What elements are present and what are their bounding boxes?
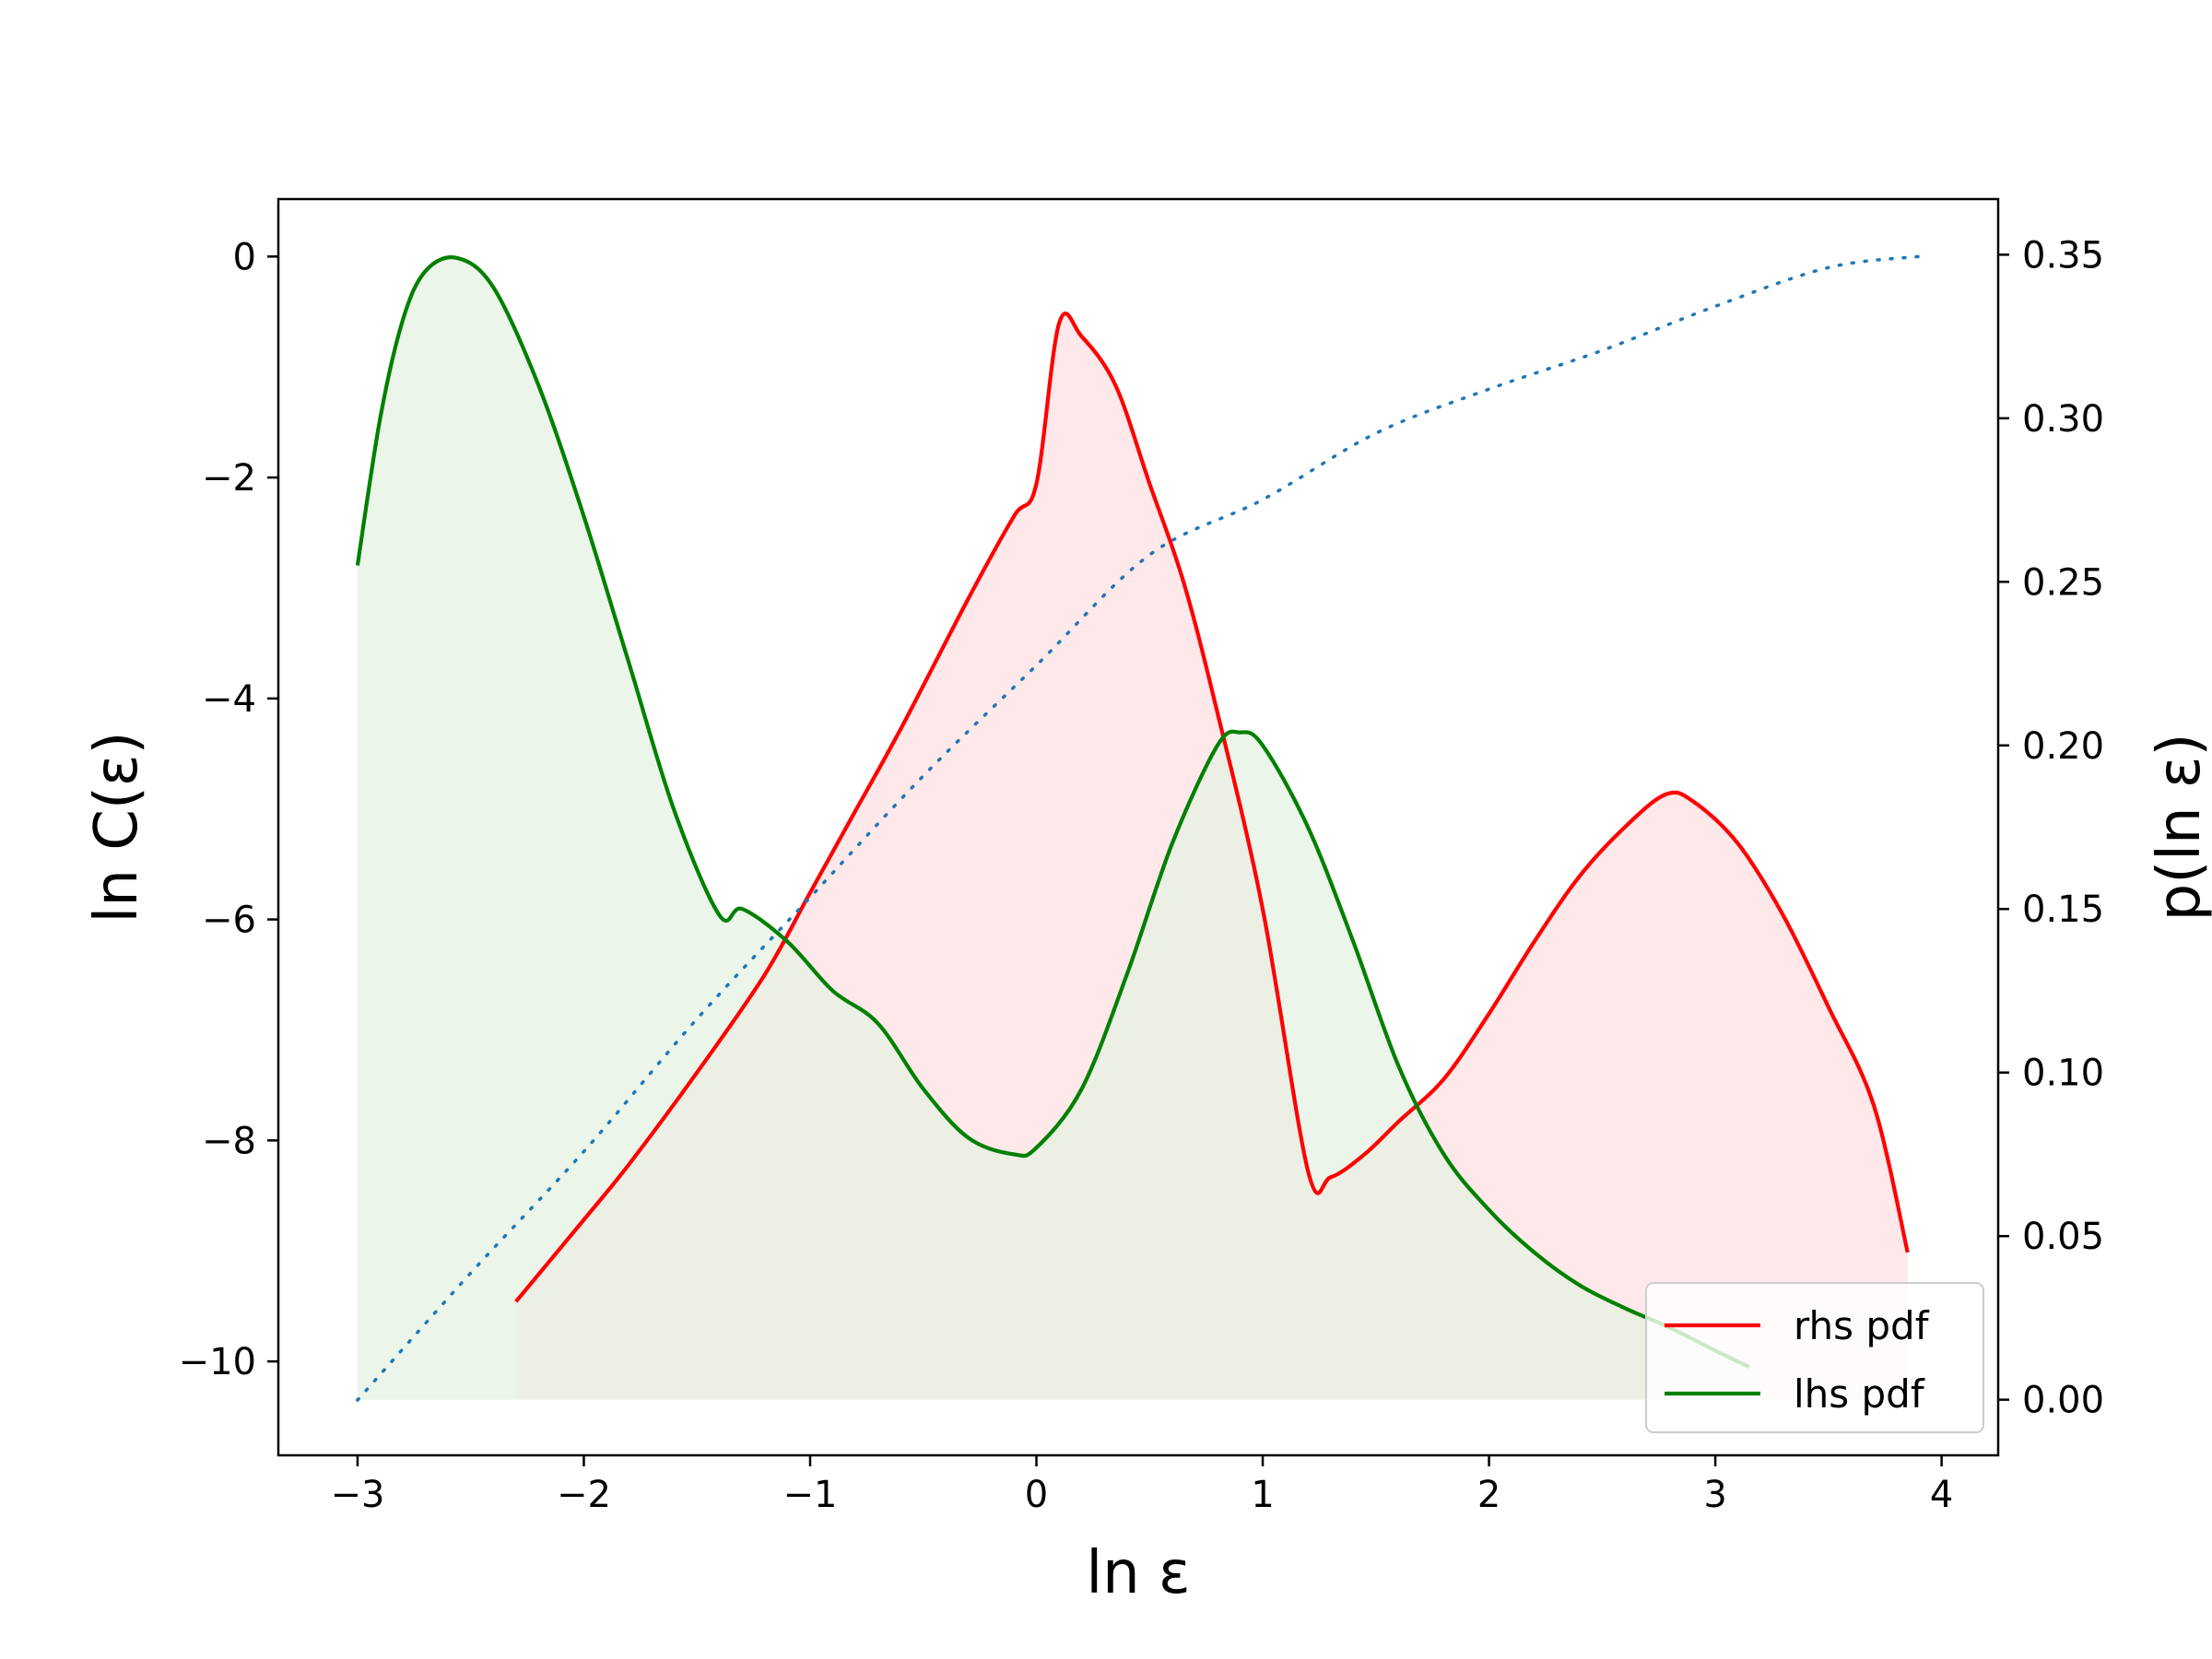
x-tick-label: 4: [1930, 1474, 1953, 1516]
series-lines: [355, 254, 1921, 1402]
x-tick-label: −3: [330, 1474, 384, 1516]
right-y-tick-label: 0.35: [2022, 234, 2104, 276]
right-y-tick-label: 0.10: [2022, 1053, 2104, 1095]
legend-label: lhs pdf: [1794, 1371, 1925, 1417]
x-tick-label: 3: [1703, 1474, 1726, 1516]
left-y-tick-label: −2: [202, 457, 256, 500]
left-y-tick-label: −10: [179, 1341, 256, 1383]
pdf-fills: [357, 257, 1908, 1400]
right-y-tick-label: 0.15: [2022, 888, 2104, 931]
legend: rhs pdf lhs pdf: [1645, 1282, 1984, 1433]
right-y-axis-title: p(ln ε): [2146, 734, 2212, 922]
plot-frame: [276, 197, 2000, 1457]
x-axis-ticks: −3 −2 −1 0 1 2 3 4: [330, 1455, 1953, 1516]
series-1-line: [355, 255, 1750, 1370]
x-tick-label: 0: [1025, 1474, 1048, 1516]
x-axis-title: ln ε: [1086, 1539, 1190, 1607]
left-y-tick-label: −4: [202, 678, 256, 721]
series-1-fill-area: [357, 257, 1749, 1400]
right-y-tick-label: 0.30: [2022, 398, 2104, 441]
left-y-axis-title: ln C(ε): [83, 732, 151, 924]
x-tick-label: 1: [1251, 1474, 1274, 1516]
right-y-tick-label: 0.00: [2022, 1380, 2104, 1422]
series-2-line: [356, 254, 1921, 1402]
x-tick-label: 2: [1477, 1474, 1500, 1516]
left-y-tick-label: 0: [233, 236, 256, 278]
x-tick-label: −1: [783, 1474, 838, 1516]
left-y-tick-label: −6: [202, 900, 256, 942]
left-y-axis-ticks: 0 −2 −4 −6 −8 −10: [179, 236, 278, 1383]
legend-label: rhs pdf: [1794, 1303, 1930, 1348]
right-y-tick-label: 0.25: [2022, 561, 2104, 604]
right-y-tick-label: 0.05: [2022, 1216, 2104, 1258]
right-y-tick-label: 0.20: [2022, 725, 2104, 768]
series-0-line: [514, 312, 1910, 1303]
right-y-axis-ticks: 0.35 0.30 0.25 0.20 0.15 0.10 0.05 0.00: [1998, 234, 2104, 1422]
x-tick-label: −2: [557, 1474, 611, 1516]
left-y-tick-label: −8: [202, 1120, 256, 1162]
